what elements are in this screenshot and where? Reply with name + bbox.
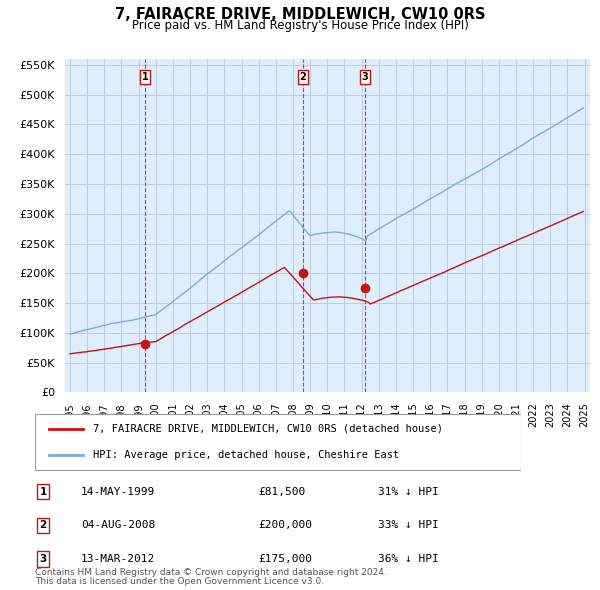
Text: 2: 2 [40, 520, 47, 530]
Text: 04-AUG-2008: 04-AUG-2008 [81, 520, 155, 530]
Text: 31% ↓ HPI: 31% ↓ HPI [378, 487, 439, 497]
Text: £175,000: £175,000 [258, 554, 312, 564]
Text: 33% ↓ HPI: 33% ↓ HPI [378, 520, 439, 530]
Text: 14-MAY-1999: 14-MAY-1999 [81, 487, 155, 497]
Text: 2: 2 [300, 72, 307, 82]
Text: £200,000: £200,000 [258, 520, 312, 530]
Text: 7, FAIRACRE DRIVE, MIDDLEWICH, CW10 0RS: 7, FAIRACRE DRIVE, MIDDLEWICH, CW10 0RS [115, 7, 485, 22]
Text: 7, FAIRACRE DRIVE, MIDDLEWICH, CW10 0RS (detached house): 7, FAIRACRE DRIVE, MIDDLEWICH, CW10 0RS … [93, 424, 443, 434]
FancyBboxPatch shape [35, 414, 521, 470]
Text: 3: 3 [361, 72, 368, 82]
Text: HPI: Average price, detached house, Cheshire East: HPI: Average price, detached house, Ches… [93, 450, 400, 460]
Text: 1: 1 [142, 72, 148, 82]
Text: Contains HM Land Registry data © Crown copyright and database right 2024.: Contains HM Land Registry data © Crown c… [35, 568, 386, 576]
Text: £81,500: £81,500 [258, 487, 305, 497]
Text: 3: 3 [40, 554, 47, 564]
Text: 13-MAR-2012: 13-MAR-2012 [81, 554, 155, 564]
Text: 36% ↓ HPI: 36% ↓ HPI [378, 554, 439, 564]
Text: 1: 1 [40, 487, 47, 497]
Text: This data is licensed under the Open Government Licence v3.0.: This data is licensed under the Open Gov… [35, 577, 324, 586]
Text: Price paid vs. HM Land Registry's House Price Index (HPI): Price paid vs. HM Land Registry's House … [131, 19, 469, 32]
